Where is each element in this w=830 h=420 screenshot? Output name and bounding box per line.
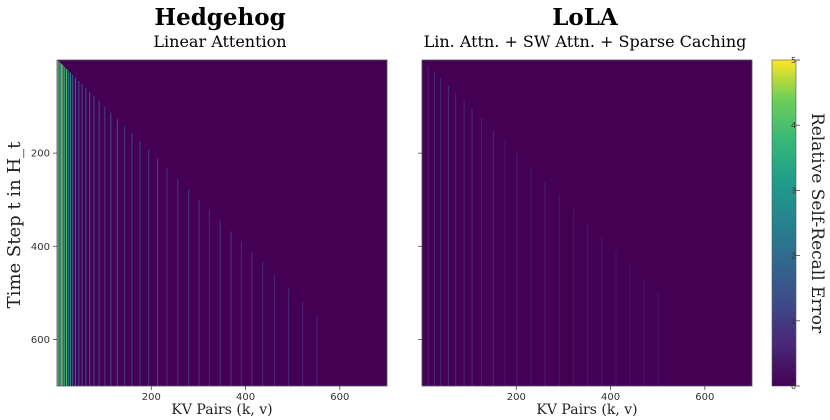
left-heatmap-column [81, 84, 83, 386]
left-heatmap-column [98, 100, 100, 386]
colorbar: 0 1 2 3 4 5 [771, 56, 800, 391]
left-heatmap-column [78, 80, 80, 387]
left-heatmap-column [219, 220, 221, 386]
left-heatmap-column [57, 60, 59, 386]
right-heatmap: 200 400 600 [418, 59, 753, 403]
left-heatmap-column [67, 70, 70, 387]
left-heatmap-column [89, 91, 91, 387]
left-heatmap-column [59, 62, 62, 386]
right-heatmap-column [657, 292, 659, 386]
left-heatmap-column [273, 274, 276, 386]
left-subtitle: Linear Attention [153, 32, 286, 51]
left-y-ticks: 200 400 600 [31, 149, 57, 346]
left-heatmap-column [240, 241, 243, 386]
left-heatmap-column [65, 68, 68, 386]
left-heatmap-column [61, 64, 63, 386]
left-heatmap-column [147, 149, 150, 386]
y-tick-label: 200 [31, 149, 50, 160]
right-heatmap-column [629, 264, 631, 386]
right-heatmap-column [587, 223, 589, 386]
right-heatmap-column [615, 250, 617, 386]
left-heatmap-column [85, 87, 87, 386]
right-heatmap-column [572, 209, 575, 386]
left-x-ticks: 200 400 600 [142, 386, 349, 403]
x-tick-label: 200 [507, 392, 526, 403]
left-heatmap-column [208, 209, 210, 386]
left-x-axis-label: KV Pairs (k, v) [171, 402, 272, 418]
colorbar-label: Relative Self-Recall Error [807, 113, 827, 334]
right-title: LoLA [552, 4, 619, 31]
colorbar-ticks: 0 1 2 3 4 5 [791, 56, 800, 391]
left-heatmap-column [177, 178, 179, 386]
right-heatmap-frame [421, 59, 753, 387]
colorbar-tick-label: 0 [791, 382, 796, 391]
right-heatmap-column [480, 118, 483, 387]
right-heatmap-column [601, 236, 603, 386]
left-heatmap-column [69, 72, 71, 386]
left-heatmap-column [302, 302, 304, 386]
left-heatmap-column [110, 112, 112, 386]
x-tick-label: 400 [601, 392, 620, 403]
left-title: Hedgehog [154, 4, 285, 31]
left-heatmap-column [123, 126, 126, 386]
left-heatmap-column [251, 251, 253, 386]
left-heatmap-column [64, 66, 66, 387]
left-heatmap-column [288, 288, 290, 386]
right-x-ticks: 200 400 600 [507, 386, 714, 403]
left-heatmap-column [188, 189, 190, 386]
left-heatmap-column [166, 168, 168, 386]
right-heatmap-column [544, 181, 546, 386]
colorbar-gradient [771, 59, 797, 387]
y-tick-label: 600 [31, 335, 50, 346]
right-heatmap-column [504, 141, 506, 386]
right-heatmap-column [447, 85, 450, 387]
left-heatmap-background [57, 60, 387, 386]
left-heatmap-column [156, 158, 159, 386]
right-heatmap-column [463, 100, 465, 386]
left-heatmap: 200 400 600 200 400 600 [31, 59, 388, 403]
left-heatmap-column [74, 77, 77, 386]
left-heatmap-column [104, 106, 106, 386]
y-tick-label: 400 [31, 242, 50, 253]
right-heatmap-column [427, 65, 429, 386]
x-tick-label: 600 [695, 392, 714, 403]
y-axis-label: Time Step t in H_t [4, 141, 25, 308]
left-heatmap-column [131, 133, 133, 386]
left-heatmap-frame [56, 59, 388, 387]
colorbar-tick-label: 3 [791, 186, 796, 195]
left-heatmap-column [93, 95, 95, 387]
right-heatmap-column [530, 167, 532, 386]
left-heatmap-column [116, 119, 119, 387]
colorbar-tick-label: 4 [791, 121, 796, 130]
right-heatmap-column [439, 77, 442, 386]
left-heatmap-columns [57, 60, 318, 387]
left-heatmap-column [72, 74, 74, 387]
left-heatmap-column [139, 141, 141, 386]
right-heatmap-columns [427, 65, 659, 387]
x-tick-label: 600 [330, 392, 349, 403]
right-heatmap-column [492, 129, 494, 387]
right-heatmap-column [471, 108, 473, 387]
right-y-ticks [418, 152, 422, 340]
colorbar-tick-label: 5 [791, 56, 796, 65]
right-heatmap-column [516, 153, 518, 386]
left-heatmap-column [262, 262, 264, 386]
left-heatmap-column [198, 199, 200, 386]
left-heatmap-column [58, 61, 60, 387]
x-tick-label: 200 [142, 392, 161, 403]
right-heatmap-column [455, 92, 457, 386]
colorbar-tick-label: 1 [791, 317, 796, 326]
right-heatmap-column [558, 195, 560, 386]
left-heatmap-column [316, 316, 318, 386]
right-x-axis-label: KV Pairs (k, v) [536, 402, 637, 418]
left-heatmap-column [230, 231, 232, 386]
left-heatmap-column [62, 65, 64, 386]
x-tick-label: 400 [236, 392, 255, 403]
right-subtitle: Lin. Attn. + SW Attn. + Sparse Caching [424, 32, 747, 51]
right-heatmap-column [643, 278, 645, 386]
right-heatmap-column [433, 71, 435, 386]
colorbar-tick-label: 2 [791, 252, 796, 261]
